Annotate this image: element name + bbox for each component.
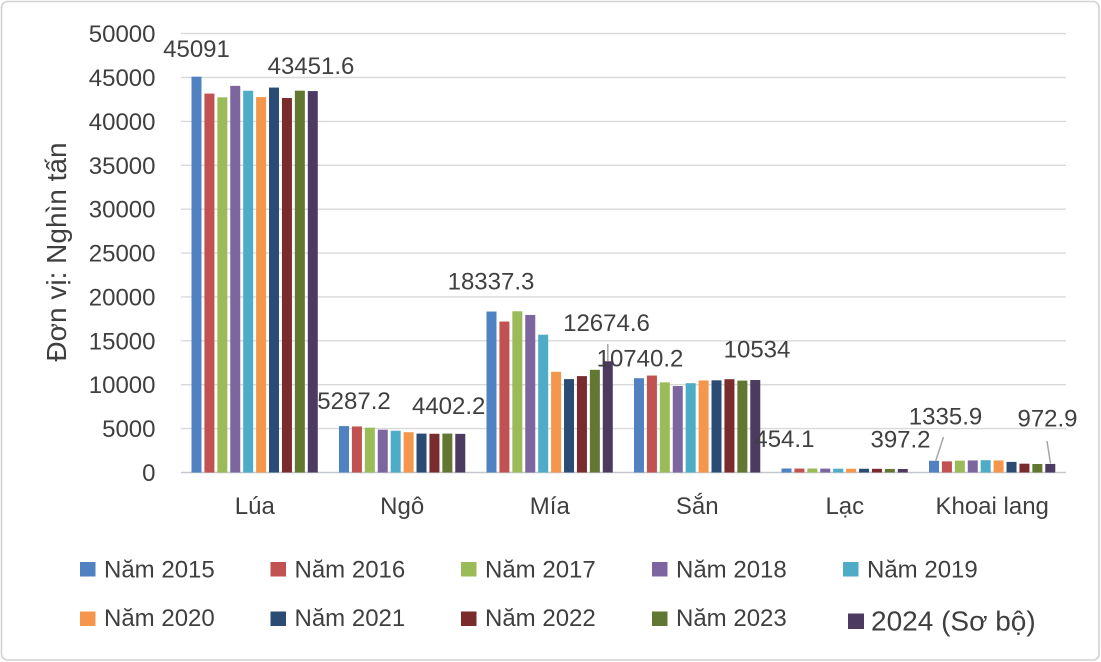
svg-text:Năm 2017: Năm 2017 — [485, 557, 596, 584]
svg-text:25000: 25000 — [89, 241, 156, 268]
svg-text:Ngô: Ngô — [380, 493, 424, 520]
svg-text:972.9: 972.9 — [1017, 406, 1077, 433]
svg-text:Năm 2018: Năm 2018 — [676, 557, 787, 584]
svg-text:Năm 2023: Năm 2023 — [676, 605, 787, 632]
svg-text:0: 0 — [142, 460, 155, 487]
svg-text:Năm 2020: Năm 2020 — [104, 605, 215, 632]
svg-text:10740.2: 10740.2 — [597, 346, 684, 373]
svg-text:Lạc: Lạc — [825, 493, 864, 520]
svg-text:20000: 20000 — [89, 284, 156, 311]
svg-text:43451.6: 43451.6 — [268, 53, 355, 80]
svg-text:1335.9: 1335.9 — [909, 404, 982, 431]
svg-text:Năm 2021: Năm 2021 — [295, 605, 406, 632]
svg-text:4402.2: 4402.2 — [412, 393, 485, 420]
svg-text:Đơn vị: Nghìn tấn: Đơn vị: Nghìn tấn — [41, 142, 72, 361]
svg-text:397.2: 397.2 — [870, 427, 930, 454]
svg-text:12674.6: 12674.6 — [563, 310, 650, 337]
svg-text:Sắn: Sắn — [676, 493, 719, 520]
svg-text:454.1: 454.1 — [754, 426, 814, 453]
svg-text:Khoai lang: Khoai lang — [935, 493, 1048, 520]
svg-text:40000: 40000 — [89, 109, 156, 136]
svg-text:Lúa: Lúa — [235, 493, 276, 520]
svg-text:Năm 2022: Năm 2022 — [485, 605, 596, 632]
svg-text:10534: 10534 — [724, 337, 791, 364]
svg-text:10000: 10000 — [89, 372, 156, 399]
svg-text:45000: 45000 — [89, 65, 156, 92]
svg-text:Năm 2019: Năm 2019 — [867, 557, 978, 584]
svg-text:Năm 2016: Năm 2016 — [295, 557, 406, 584]
svg-text:30000: 30000 — [89, 197, 156, 224]
svg-text:2024 (Sơ bộ): 2024 (Sơ bộ) — [871, 606, 1036, 637]
svg-text:Mía: Mía — [530, 493, 571, 520]
svg-text:5000: 5000 — [102, 416, 155, 443]
svg-text:18337.3: 18337.3 — [448, 269, 535, 296]
svg-text:50000: 50000 — [89, 21, 156, 48]
svg-text:Năm 2015: Năm 2015 — [104, 557, 215, 584]
svg-text:15000: 15000 — [89, 328, 156, 355]
svg-text:45091: 45091 — [163, 36, 230, 63]
svg-text:5287.2: 5287.2 — [317, 388, 390, 415]
svg-text:35000: 35000 — [89, 153, 156, 180]
